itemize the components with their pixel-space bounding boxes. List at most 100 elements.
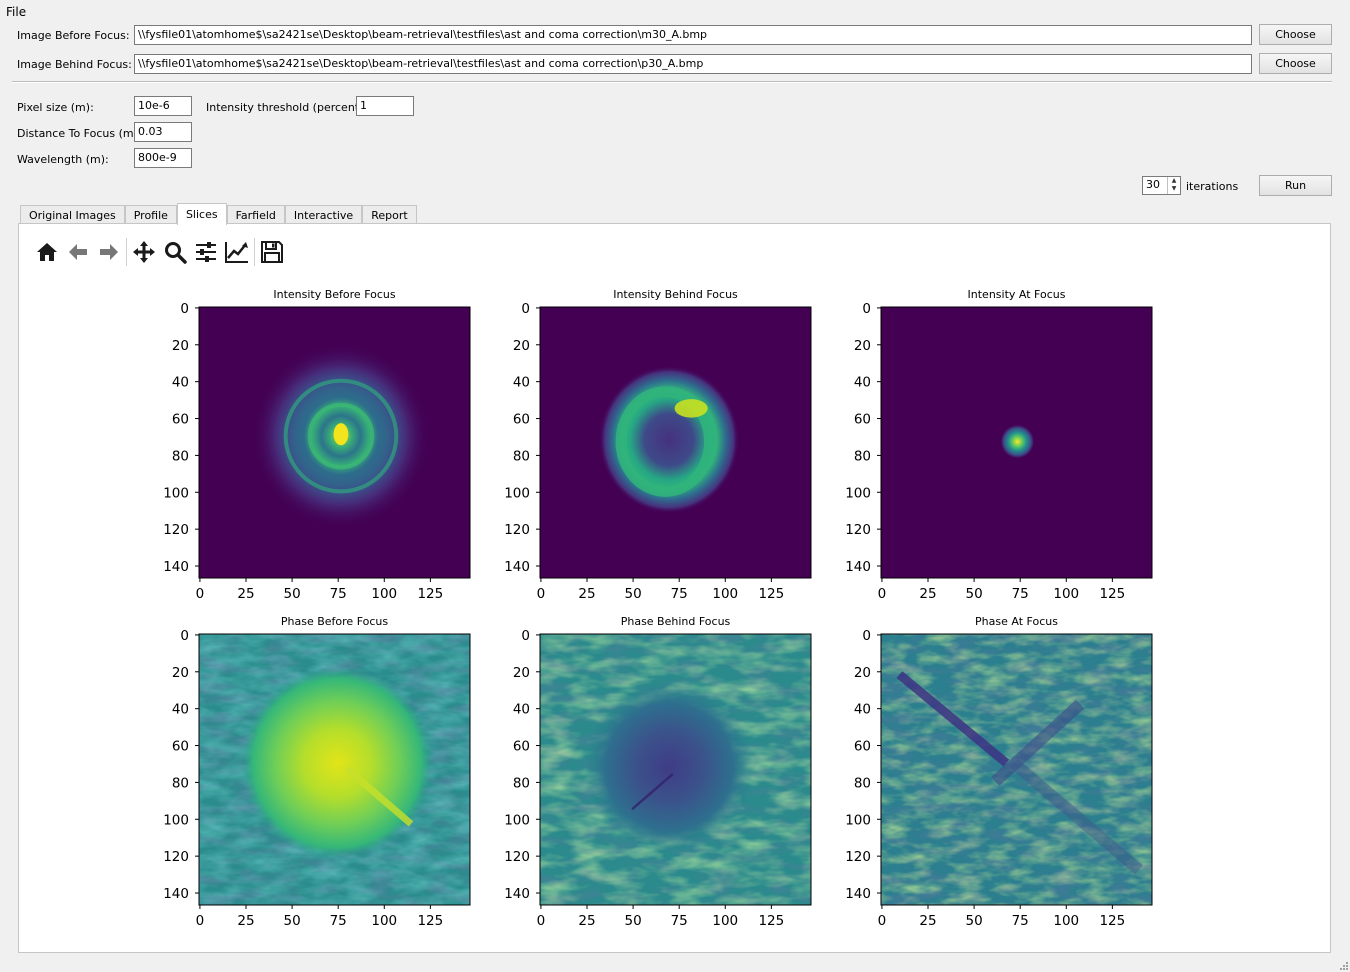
x-tick-label: 125 [1099,586,1125,602]
y-tick-label: 40 [172,375,189,391]
save-icon[interactable] [258,238,286,266]
y-tick-label: 0 [521,628,530,644]
x-tick-label: 50 [284,586,301,602]
spin-down-icon[interactable]: ▼ [1171,185,1177,192]
y-tick-label: 0 [862,628,871,644]
y-tick-label: 80 [513,775,530,791]
size-grip-icon[interactable] [1340,962,1348,970]
x-tick-label: 0 [537,586,546,602]
tab-report[interactable]: Report [362,205,417,225]
x-tick-label: 100 [1053,913,1079,929]
y-tick-label: 40 [513,702,530,718]
y-tick-label: 120 [163,522,189,538]
y-tick-label: 120 [845,849,871,865]
menu-file[interactable]: File [6,5,27,19]
y-tick-label: 140 [163,559,189,575]
x-tick-label: 125 [758,586,784,602]
y-tick-label: 60 [854,739,871,755]
slice-plot[interactable]: Phase Before Focus 0 20 40 60 80 100 120 140 0 25 5… [163,615,471,929]
forward-arrow-icon[interactable] [95,238,123,266]
axes-frame [198,633,471,906]
x-tick-label: 100 [371,913,397,929]
tab-farfield[interactable]: Farfield [226,205,285,225]
y-tick-label: 0 [180,301,189,317]
x-tick-label: 75 [671,586,688,602]
axes-frame [880,633,1153,906]
x-tick-label: 125 [417,913,443,929]
y-tick-label: 140 [163,886,189,902]
heatmap-image [199,634,470,905]
configure-subplots-icon[interactable] [192,238,220,266]
slice-plot[interactable]: Phase At Focus 0 20 40 60 80 100 120 140 0 25 50 75 1… [845,615,1153,929]
x-tick-label: 25 [237,586,254,602]
pixel-size-field[interactable]: 10e-6 [134,96,192,116]
pan-icon[interactable] [130,238,158,266]
ring-mark [615,386,716,497]
y-tick-label: 0 [180,628,189,644]
ring-mark [307,402,375,470]
slice-plot[interactable]: Phase Behind Focus 0 20 40 60 80 100 120 140 0 25 5… [504,615,812,929]
y-tick-label: 60 [172,412,189,428]
spin-up-icon[interactable]: ▲ [1171,177,1177,184]
y-tick-label: 60 [172,739,189,755]
separator [12,81,1332,83]
zoom-icon[interactable] [161,238,189,266]
y-tick-label: 120 [504,849,530,865]
back-arrow-icon[interactable] [64,238,92,266]
plot-toolbar [33,238,286,266]
x-tick-label: 50 [625,913,642,929]
x-tick-label: 25 [578,586,595,602]
x-tick-label: 0 [537,913,546,929]
tab-profile[interactable]: Profile [124,205,177,225]
phase-dome [241,667,434,859]
choose-behind-button[interactable]: Choose [1259,53,1332,74]
y-tick-label: 60 [513,412,530,428]
axes-frame [198,306,471,579]
x-tick-label: 125 [758,913,784,929]
y-tick-label: 40 [854,375,871,391]
y-tick-label: 80 [172,775,189,791]
x-tick-label: 100 [712,586,738,602]
phase-well [584,681,754,852]
choose-before-button[interactable]: Choose [1259,24,1332,45]
y-tick-label: 0 [521,301,530,317]
focal-spot [1000,424,1035,459]
slice-plot[interactable]: Intensity Before Focus 0 20 40 60 80 100 120 140… [163,288,471,602]
x-tick-label: 25 [919,586,936,602]
slice-plot[interactable]: Intensity At Focus 0 20 40 60 80 100 120 140 0 25 5… [845,288,1153,602]
before-focus-path-field[interactable]: \\fysfile01\atomhome$\sa2421se\Desktop\b… [134,25,1252,45]
slice-plot[interactable]: Intensity Behind Focus 0 20 40 60 80 100 120 140… [504,288,812,602]
intensity-threshold-field[interactable]: 1 [356,96,414,116]
distance-field[interactable]: 0.03 [134,122,192,142]
plot-title: Phase At Focus [975,615,1058,628]
home-icon[interactable] [33,238,61,266]
behind-focus-path-field[interactable]: \\fysfile01\atomhome$\sa2421se\Desktop\b… [134,54,1252,74]
tab-slices[interactable]: Slices [176,203,227,225]
menu-bar: File [0,0,1350,22]
bright-lobe [674,399,708,418]
y-tick-label: 100 [163,812,189,828]
x-tick-label: 125 [1099,913,1125,929]
iterations-spinbox[interactable]: 30 ▲ ▼ [1142,176,1181,195]
x-tick-label: 50 [625,586,642,602]
y-tick-label: 80 [513,448,530,464]
axes-frame [880,306,1153,579]
x-tick-label: 50 [966,913,983,929]
wavelength-field[interactable]: 800e-9 [134,148,192,168]
y-tick-label: 140 [845,559,871,575]
y-tick-label: 140 [504,886,530,902]
y-tick-label: 60 [854,412,871,428]
x-tick-label: 75 [671,913,688,929]
pixel-size-label: Pixel size (m): [17,101,94,114]
iterations-value: 30 [1146,178,1160,191]
heatmap-image [881,307,1152,578]
y-tick-label: 100 [504,812,530,828]
run-button[interactable]: Run [1259,175,1332,196]
phase-band [896,671,1010,767]
tab-original-images[interactable]: Original Images [20,205,125,225]
edit-axes-icon[interactable] [223,238,251,266]
tab-interactive[interactable]: Interactive [284,205,363,225]
slices-figure: Intensity Before Focus 0 20 40 60 80 100 120 140… [163,288,1153,929]
wavelength-label: Wavelength (m): [17,153,109,166]
y-tick-label: 80 [854,775,871,791]
